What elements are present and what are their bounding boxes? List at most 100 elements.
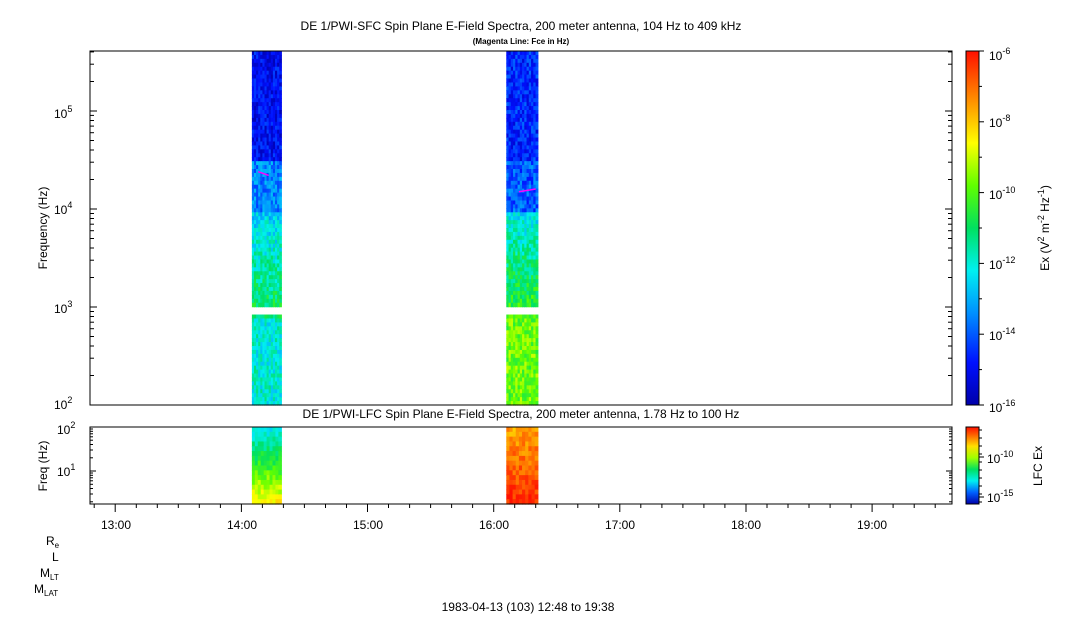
spectrogram-cell xyxy=(266,349,270,355)
spectrogram-cell xyxy=(262,314,266,320)
spectrogram-cell xyxy=(506,389,510,394)
spectrogram-cell xyxy=(533,397,537,402)
spectrogram-cell xyxy=(251,389,255,394)
spectrogram-cell xyxy=(515,338,519,343)
spectrogram-cell xyxy=(275,169,278,174)
spectrogram-cell xyxy=(260,275,263,280)
spectrogram-cell xyxy=(264,70,268,76)
spectrogram-cell xyxy=(506,51,510,56)
spectrogram-cell xyxy=(279,389,282,394)
spectrogram-cell xyxy=(510,169,514,174)
spectrogram-cell xyxy=(279,188,282,194)
spectrogram-cell xyxy=(510,90,514,95)
spectrogram-cell xyxy=(275,192,278,198)
spectrogram-cell xyxy=(533,302,537,308)
spectrogram-cell xyxy=(533,192,537,198)
spectrogram-cell xyxy=(517,279,521,284)
spectrogram-cell xyxy=(275,275,278,280)
spectrogram-cell xyxy=(535,373,539,379)
spectrogram-cell xyxy=(518,451,523,457)
spectrogram-cell xyxy=(256,82,259,87)
spectrogram-cell xyxy=(275,302,278,308)
spectrogram-cell xyxy=(515,243,519,249)
spectrogram-cell xyxy=(257,431,262,438)
spectrogram-cell xyxy=(256,228,259,233)
colorbar-tick-label: 10-14 xyxy=(989,326,1015,343)
spectrogram-cell xyxy=(535,129,539,135)
spectrogram-cell xyxy=(270,389,274,394)
spectrogram-cell xyxy=(535,78,539,84)
spectrogram-cell xyxy=(272,499,277,505)
spectrogram-cell xyxy=(528,475,533,481)
spectrogram-cell xyxy=(251,259,255,264)
spectrogram-cell xyxy=(260,263,263,268)
spectrogram-cell xyxy=(275,137,278,143)
spectrogram-cell xyxy=(251,51,255,56)
spectrogram-cell xyxy=(533,322,537,327)
spectrogram-cell xyxy=(277,330,280,335)
spectrogram-cell xyxy=(533,389,537,394)
spectrogram-cell xyxy=(519,180,523,186)
spectrogram-cell xyxy=(251,169,255,174)
spectrogram-cell xyxy=(277,172,280,178)
spectrogram-cell xyxy=(506,263,510,268)
spectrogram-cell xyxy=(519,357,523,363)
spectrogram-cell xyxy=(508,169,512,174)
spectrogram-cell xyxy=(522,58,525,64)
spectrogram-cell xyxy=(264,279,268,284)
spectrogram-cell xyxy=(272,180,276,186)
spectrogram-cell xyxy=(526,82,530,87)
spectrogram-cell xyxy=(522,326,525,331)
spectrogram-cell xyxy=(266,255,270,261)
spectrogram-cell xyxy=(533,287,537,292)
spectrogram-cell xyxy=(266,353,270,359)
spectrogram-cell xyxy=(515,334,519,339)
spectrogram-cell xyxy=(533,377,537,382)
spectrogram-cell xyxy=(513,82,516,87)
spectrogram-cell xyxy=(251,188,255,194)
spectrogram-cell xyxy=(270,290,274,296)
spectrogram-cell xyxy=(251,342,255,347)
spectrogram-cell xyxy=(506,460,511,467)
spectrogram-cell xyxy=(522,137,525,143)
spectrogram-cell xyxy=(510,51,514,56)
spectrogram-cell xyxy=(519,231,523,237)
spectrogram-cell xyxy=(519,263,523,268)
spectrogram-cell xyxy=(272,247,276,253)
spectrogram-cell xyxy=(270,161,274,166)
spectrogram-cell xyxy=(513,330,516,335)
spectrogram-cell xyxy=(258,357,261,363)
spectrogram-cell xyxy=(531,196,534,202)
spectrogram-cell xyxy=(275,441,279,447)
spectrogram-cell xyxy=(533,357,537,363)
spectrogram-cell xyxy=(262,86,266,91)
spectrogram-cell xyxy=(506,169,510,174)
spectrogram-cell xyxy=(524,90,528,95)
spectrogram-cell xyxy=(266,346,270,351)
spectrogram-cell xyxy=(515,157,519,162)
spectrogram-cell xyxy=(277,322,280,327)
spectrogram-cell xyxy=(508,172,512,178)
spectrogram-cell xyxy=(272,51,276,56)
spectrogram-cell xyxy=(522,224,525,229)
spectrogram-cell xyxy=(264,361,268,367)
spectrogram-cell xyxy=(508,279,512,284)
spectrogram-cell xyxy=(270,326,274,331)
spectrogram-cell xyxy=(515,82,519,87)
spectrogram-cell xyxy=(508,157,512,162)
spectrogram-cell xyxy=(272,460,277,467)
spectrogram-cell xyxy=(510,137,514,143)
spectrogram-cell xyxy=(270,133,274,139)
spectrogram-cell xyxy=(272,66,276,72)
spectrogram-cell xyxy=(253,271,257,276)
spectrogram-cell xyxy=(513,188,516,194)
spectrogram-cell xyxy=(528,489,533,495)
spectrogram-cell xyxy=(266,94,270,99)
spectrogram-cell xyxy=(508,330,512,335)
spectrogram-cell xyxy=(260,479,265,486)
spectrogram-cell xyxy=(251,334,255,339)
spectrogram-cell xyxy=(508,271,512,276)
spectrogram-cell xyxy=(531,455,536,462)
spectrogram-cell xyxy=(510,302,514,308)
spectrogram-cell xyxy=(272,298,276,304)
